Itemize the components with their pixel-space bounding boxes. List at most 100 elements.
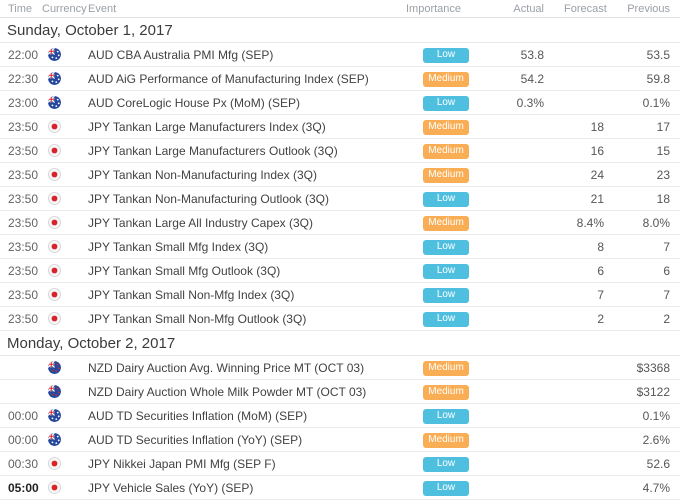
importance-badge: Medium: [423, 72, 469, 87]
event-title: JPY Vehicle Sales (YoY) (SEP): [88, 480, 254, 495]
previous-value: $3122: [636, 384, 670, 399]
importance-badge: Medium: [423, 385, 469, 400]
event-title: AUD TD Securities Inflation (MoM) (SEP): [88, 408, 308, 423]
calendar-event-row[interactable]: 05:00 JPY Vehicle Sales (YoY) (SEP) Low …: [0, 476, 680, 500]
importance-badge: Low: [423, 312, 469, 327]
event-title: JPY Tankan Non-Manufacturing Index (3Q): [88, 167, 318, 182]
importance-cell: Low: [396, 286, 496, 303]
column-header-event: Event: [88, 2, 117, 15]
event-time: 00:00: [8, 408, 39, 423]
calendar-event-row[interactable]: 23:50 JPY Tankan Large All Industry Cape…: [0, 211, 680, 235]
currency-flag-cell: [40, 120, 88, 133]
currency-flag-cell: [40, 481, 88, 494]
jpy-flag-icon: [48, 288, 61, 301]
importance-cell: Low: [396, 407, 496, 424]
calendar-event-row[interactable]: NZD Dairy Auction Avg. Winning Price MT …: [0, 356, 680, 380]
jpy-flag-icon: [48, 168, 61, 181]
event-time: 00:00: [8, 432, 39, 447]
calendar-event-row[interactable]: 23:50 JPY Tankan Small Non-Mfg Outlook (…: [0, 307, 680, 331]
event-time: 22:30: [8, 71, 39, 86]
aud-flag-icon: [48, 409, 61, 422]
jpy-flag-icon: [48, 144, 61, 157]
calendar-event-row[interactable]: 22:30 AUD AiG Performance of Manufacturi…: [0, 67, 680, 91]
forecast-value: 24: [590, 167, 604, 182]
importance-cell: Low: [396, 94, 496, 111]
currency-flag-cell: [40, 361, 88, 374]
jpy-flag-icon: [48, 481, 61, 494]
forecast-value: 2: [597, 311, 604, 326]
previous-value: 7: [663, 239, 670, 254]
event-title: JPY Tankan Large Manufacturers Index (3Q…: [88, 119, 326, 134]
calendar-event-row[interactable]: 23:50 JPY Tankan Small Mfg Index (3Q) Lo…: [0, 235, 680, 259]
event-title: JPY Tankan Small Mfg Outlook (3Q): [88, 263, 281, 278]
importance-badge: Medium: [423, 433, 469, 448]
previous-value: 53.5: [646, 47, 670, 62]
currency-flag-cell: [40, 457, 88, 470]
event-title: JPY Tankan Small Non-Mfg Index (3Q): [88, 287, 295, 302]
currency-flag-cell: [40, 144, 88, 157]
importance-badge: Medium: [423, 120, 469, 135]
importance-badge: Medium: [423, 144, 469, 159]
importance-cell: Low: [396, 310, 496, 327]
calendar-event-row[interactable]: 00:00 AUD TD Securities Inflation (MoM) …: [0, 404, 680, 428]
previous-value: 23: [656, 167, 670, 182]
calendar-event-row[interactable]: 00:30 JPY Nikkei Japan PMI Mfg (SEP F) L…: [0, 452, 680, 476]
previous-value: 18: [656, 191, 670, 206]
calendar-event-row[interactable]: 23:00 AUD CoreLogic House Px (MoM) (SEP)…: [0, 91, 680, 115]
section-date: Monday, October 2, 2017: [7, 334, 176, 352]
calendar-event-row[interactable]: 23:50 JPY Tankan Non-Manufacturing Outlo…: [0, 187, 680, 211]
calendar-event-row[interactable]: 23:50 JPY Tankan Large Manufacturers Ind…: [0, 115, 680, 139]
calendar-event-row[interactable]: 00:00 AUD TD Securities Inflation (YoY) …: [0, 428, 680, 452]
jpy-flag-icon: [48, 120, 61, 133]
currency-flag-cell: [40, 240, 88, 253]
event-time: 00:30: [8, 456, 39, 471]
event-time: 23:50: [8, 167, 39, 182]
event-title: JPY Tankan Non-Manufacturing Outlook (3Q…: [88, 191, 330, 206]
currency-flag-cell: [40, 409, 88, 422]
actual-value: 0.3%: [516, 95, 544, 110]
actual-value: 53.8: [520, 47, 544, 62]
importance-badge: Low: [423, 48, 469, 63]
currency-flag-cell: [40, 264, 88, 277]
event-title: NZD Dairy Auction Avg. Winning Price MT …: [88, 360, 365, 375]
aud-flag-icon: [48, 96, 61, 109]
calendar-event-row[interactable]: 23:50 JPY Tankan Non-Manufacturing Index…: [0, 163, 680, 187]
importance-cell: Low: [396, 479, 496, 496]
previous-value: 17: [656, 119, 670, 134]
event-title: JPY Tankan Small Non-Mfg Outlook (3Q): [88, 311, 307, 326]
event-title: NZD Dairy Auction Whole Milk Powder MT (…: [88, 384, 367, 399]
jpy-flag-icon: [48, 216, 61, 229]
currency-flag-cell: [40, 433, 88, 446]
importance-cell: Medium: [396, 70, 496, 87]
calendar-event-row[interactable]: 23:50 JPY Tankan Large Manufacturers Out…: [0, 139, 680, 163]
currency-flag-cell: [40, 96, 88, 109]
previous-value: $3368: [636, 360, 670, 375]
event-title: AUD AiG Performance of Manufacturing Ind…: [88, 71, 369, 86]
forecast-value: 18: [590, 119, 604, 134]
forecast-value: 6: [597, 263, 604, 278]
importance-cell: Low: [396, 455, 496, 472]
previous-value: 4.7%: [642, 480, 670, 495]
previous-value: 8.0%: [642, 215, 670, 230]
currency-flag-cell: [40, 48, 88, 61]
forecast-value: 21: [590, 191, 604, 206]
event-time: 23:50: [8, 143, 39, 158]
importance-cell: Medium: [396, 142, 496, 159]
calendar-event-row[interactable]: 22:00 AUD CBA Australia PMI Mfg (SEP) Lo…: [0, 43, 680, 67]
calendar-event-row[interactable]: 23:50 JPY Tankan Small Mfg Outlook (3Q) …: [0, 259, 680, 283]
importance-cell: Low: [396, 190, 496, 207]
nzd-flag-icon: [48, 385, 61, 398]
date-section-header: Sunday, October 1, 2017: [0, 18, 680, 43]
previous-value: 0.1%: [642, 408, 670, 423]
calendar-event-row[interactable]: NZD Dairy Auction Whole Milk Powder MT (…: [0, 380, 680, 404]
importance-cell: Low: [396, 262, 496, 279]
column-header-previous: Previous: [627, 2, 670, 15]
column-header-forecast: Forecast: [564, 2, 607, 15]
previous-value: 52.6: [646, 456, 670, 471]
jpy-flag-icon: [48, 240, 61, 253]
event-title: JPY Tankan Small Mfg Index (3Q): [88, 239, 269, 254]
currency-flag-cell: [40, 312, 88, 325]
calendar-event-row[interactable]: 23:50 JPY Tankan Small Non-Mfg Index (3Q…: [0, 283, 680, 307]
importance-cell: Medium: [396, 359, 496, 376]
